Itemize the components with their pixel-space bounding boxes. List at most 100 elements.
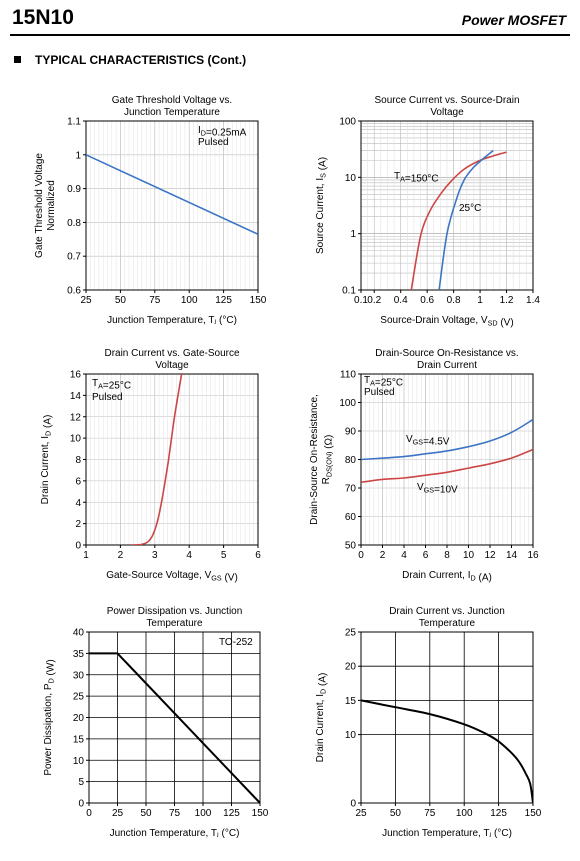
x-tick-label: 150 bbox=[250, 295, 267, 306]
y-tick-label: 25 bbox=[345, 628, 357, 639]
y-tick-label: 70 bbox=[345, 484, 357, 495]
y-tick-label: 8 bbox=[75, 455, 81, 466]
y-tick-label: 1.1 bbox=[67, 117, 81, 128]
y-tick-label: 6 bbox=[75, 476, 81, 487]
x-axis-label: Junction Temperature, Tⱼ (°C) bbox=[107, 315, 237, 326]
chart-annotation: ID=0.25mA bbox=[198, 125, 247, 139]
series-line-2 bbox=[438, 149, 494, 290]
y-axis-label: Power Dissipation, PD (W) bbox=[43, 659, 57, 775]
x-tick-label: 125 bbox=[215, 295, 232, 306]
y-tick-label: 4 bbox=[75, 498, 81, 509]
y-tick-label: 25 bbox=[73, 692, 85, 703]
x-axis-label: Source-Drain Voltage, VSD (V) bbox=[380, 315, 513, 329]
x-axis-label: Junction Temperature, Tⱼ (°C) bbox=[382, 828, 512, 839]
y-tick-label: 0.7 bbox=[67, 252, 81, 263]
x-tick-label: 4 bbox=[401, 550, 407, 561]
x-tick-label: 25 bbox=[80, 295, 92, 306]
y-tick-label: 30 bbox=[73, 670, 85, 681]
x-tick-label: 1.2 bbox=[500, 295, 514, 306]
x-axis-label: Junction Temperature, Tⱼ (°C) bbox=[110, 828, 240, 839]
chart-annotation: 25°C bbox=[459, 203, 481, 214]
series-line-1 bbox=[86, 154, 258, 235]
x-tick-label: 0 bbox=[86, 808, 92, 819]
y-tick-label: 1 bbox=[75, 150, 81, 161]
series-line-1 bbox=[130, 374, 183, 545]
x-tick-label: 150 bbox=[252, 808, 269, 819]
plot-frame bbox=[85, 120, 259, 291]
y-tick-label: 0 bbox=[350, 799, 356, 810]
x-tick-label: 0.8 bbox=[447, 295, 461, 306]
y-tick-label: 60 bbox=[345, 512, 357, 523]
chart-annotation: TA=25°C bbox=[364, 375, 403, 389]
x-tick-label: 125 bbox=[223, 808, 240, 819]
x-tick-label: 14 bbox=[506, 550, 518, 561]
chart-title: Source Current vs. Source-Drain bbox=[374, 95, 519, 106]
y-tick-label: 100 bbox=[339, 117, 356, 128]
y-tick-label: 35 bbox=[73, 649, 85, 660]
x-tick-label: 1.4 bbox=[526, 295, 540, 306]
chart-4: 0 2 4 6 8 10 12 14 16 50 60 70 80 90 100 110 Drain-Sourc… bbox=[309, 348, 539, 584]
y-tick-label: 0.6 bbox=[67, 286, 81, 297]
header-rule bbox=[10, 34, 570, 36]
chart-annotation: VGS=4.5V bbox=[406, 434, 450, 448]
y-tick-label: 40 bbox=[73, 628, 85, 639]
x-tick-label: 1 bbox=[83, 550, 89, 561]
device-type: Power MOSFET bbox=[461, 12, 566, 28]
x-tick-label: 12 bbox=[484, 550, 496, 561]
y-tick-label: 0.1 bbox=[342, 286, 356, 297]
x-tick-label: 0.6 bbox=[420, 295, 434, 306]
chart-title: Drain-Source On-Resistance vs. bbox=[375, 348, 518, 359]
series-line-1 bbox=[89, 652, 260, 803]
y-tick-label: 110 bbox=[340, 370, 356, 381]
x-tick-label: 6 bbox=[423, 550, 429, 561]
y-tick-label: 0.8 bbox=[67, 218, 81, 229]
y-tick-label: 15 bbox=[345, 696, 357, 707]
y-tick-label: 16 bbox=[70, 370, 82, 381]
y-tick-label: 14 bbox=[70, 391, 82, 402]
x-tick-label: 50 bbox=[115, 295, 127, 306]
chart-title: Gate Threshold Voltage vs. bbox=[112, 95, 232, 106]
y-tick-label: 12 bbox=[70, 412, 82, 423]
x-tick-label: 100 bbox=[181, 295, 198, 306]
x-tick-label: 2 bbox=[118, 550, 124, 561]
y-axis-label: Drain Current, ID (A) bbox=[40, 415, 54, 505]
y-tick-label: 10 bbox=[73, 756, 85, 767]
chart-annotation: TA=150°C bbox=[394, 171, 439, 185]
y-tick-label: 20 bbox=[345, 662, 357, 673]
x-tick-label: 6 bbox=[255, 550, 261, 561]
y-tick-label: 10 bbox=[345, 730, 357, 741]
series-line-1 bbox=[361, 699, 533, 803]
y-axis-label: Drain-Source On-Resistance, bbox=[309, 394, 320, 525]
x-tick-label: 25 bbox=[112, 808, 124, 819]
x-tick-label: 10 bbox=[463, 550, 475, 561]
x-tick-label: 3 bbox=[152, 550, 158, 561]
chart-annotation: VGS=10V bbox=[417, 482, 458, 496]
y-axis-label: Gate Threshold Voltage bbox=[34, 153, 45, 258]
x-tick-label: 50 bbox=[390, 808, 402, 819]
y-tick-label: 50 bbox=[345, 541, 357, 552]
chart-title: Voltage bbox=[430, 107, 464, 118]
x-tick-label: 150 bbox=[525, 808, 542, 819]
x-tick-label: 5 bbox=[221, 550, 227, 561]
chart-1: 25 50 75 100 125 150 0.6 0.7 0.8 0.9 1 1.1 Gate Thre… bbox=[34, 95, 267, 326]
y-tick-label: 1 bbox=[350, 229, 356, 240]
x-tick-label: 75 bbox=[169, 808, 181, 819]
chart-annotation: Pulsed bbox=[198, 137, 229, 148]
y-tick-label: 10 bbox=[345, 173, 357, 184]
y-tick-label: 0 bbox=[75, 541, 81, 552]
series-line-1 bbox=[361, 418, 533, 461]
chart-title: Drain Current bbox=[417, 360, 477, 371]
chart-title: Temperature bbox=[419, 618, 476, 629]
section-heading: TYPICAL CHARACTERISTICS (Cont.) bbox=[14, 53, 246, 67]
x-tick-label: 0.4 bbox=[394, 295, 408, 306]
section-title: TYPICAL CHARACTERISTICS (Cont.) bbox=[35, 53, 247, 67]
x-tick-label: 8 bbox=[444, 550, 450, 561]
y-tick-label: 90 bbox=[345, 427, 357, 438]
chart-title: Temperature bbox=[146, 618, 203, 629]
x-tick-label: 2 bbox=[380, 550, 386, 561]
x-tick-label: 25 bbox=[355, 808, 367, 819]
y-tick-label: 15 bbox=[73, 734, 85, 745]
